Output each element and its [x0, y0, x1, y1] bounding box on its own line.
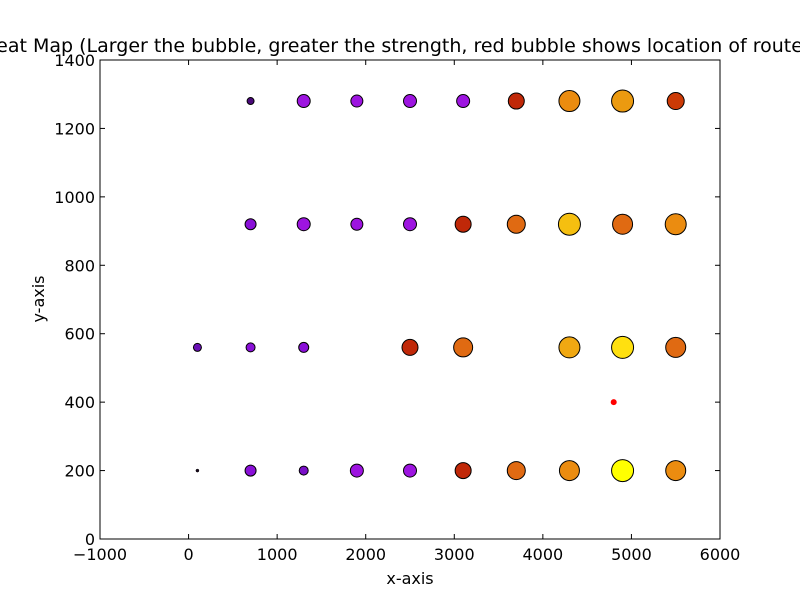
- strength-bubble: [558, 336, 581, 359]
- strength-bubble: [296, 217, 311, 232]
- strength-bubble: [246, 97, 255, 106]
- y-tick-label: 1000: [54, 188, 95, 207]
- data-points: [192, 89, 687, 483]
- y-tick-label: 1400: [54, 51, 95, 70]
- y-tick-label: 600: [64, 325, 95, 344]
- strength-bubble: [454, 215, 472, 233]
- y-tick-label: 0: [85, 530, 95, 549]
- axis-ticks: −1000 0 1000 2000 3000 4000 5000 60000200400600…: [54, 51, 740, 564]
- y-tick-label: 200: [64, 462, 95, 481]
- strength-bubble: [195, 468, 200, 473]
- strength-bubble: [244, 218, 257, 231]
- x-tick-label: 4000: [522, 545, 563, 564]
- y-tick-label: 1200: [54, 119, 95, 138]
- strength-bubble: [558, 90, 581, 113]
- strength-bubble: [665, 336, 687, 358]
- strength-bubble: [244, 464, 257, 477]
- strength-bubble: [611, 89, 635, 113]
- strength-bubble: [298, 465, 309, 476]
- strength-bubble: [611, 459, 635, 483]
- strength-bubble: [664, 213, 687, 236]
- strength-bubble: [192, 342, 202, 352]
- strength-bubble: [403, 217, 417, 232]
- strength-bubble: [298, 341, 310, 353]
- strength-bubble: [456, 94, 471, 109]
- strength-bubble: [453, 337, 474, 358]
- strength-bubble: [296, 94, 311, 109]
- strength-bubble: [665, 460, 687, 482]
- router-location-marker: [610, 399, 617, 406]
- x-axis-label: x-axis: [386, 569, 433, 588]
- strength-bubble: [506, 214, 526, 234]
- y-tick-label: 400: [64, 393, 95, 412]
- strength-bubble: [245, 342, 256, 353]
- strength-bubble: [611, 335, 635, 359]
- x-tick-label: −1000: [73, 545, 127, 564]
- strength-bubble: [506, 461, 526, 481]
- x-tick-label: 5000: [611, 545, 652, 564]
- strength-bubble: [666, 92, 685, 111]
- x-tick-label: 6000: [700, 545, 741, 564]
- y-tick-label: 800: [64, 256, 95, 275]
- plot-frame: [99, 59, 721, 540]
- y-axis-label: y-axis: [29, 275, 48, 322]
- strength-bubble: [350, 217, 364, 231]
- x-tick-label: 3000: [434, 545, 475, 564]
- strength-bubble: [507, 92, 525, 110]
- strength-bubble: [401, 338, 419, 356]
- x-tick-label: 2000: [345, 545, 386, 564]
- strength-bubble: [350, 94, 364, 108]
- chart-title: Heat Map (Larger the bubble, greater the…: [0, 35, 800, 57]
- x-tick-label: 1000: [257, 545, 298, 564]
- strength-bubble: [403, 463, 417, 478]
- x-tick-label: 0: [183, 545, 193, 564]
- strength-bubble: [349, 463, 364, 478]
- strength-bubble: [403, 94, 417, 109]
- strength-bubble: [454, 462, 472, 480]
- strength-bubble: [558, 460, 580, 482]
- strength-bubble: [612, 213, 634, 235]
- strength-bubble: [557, 212, 581, 236]
